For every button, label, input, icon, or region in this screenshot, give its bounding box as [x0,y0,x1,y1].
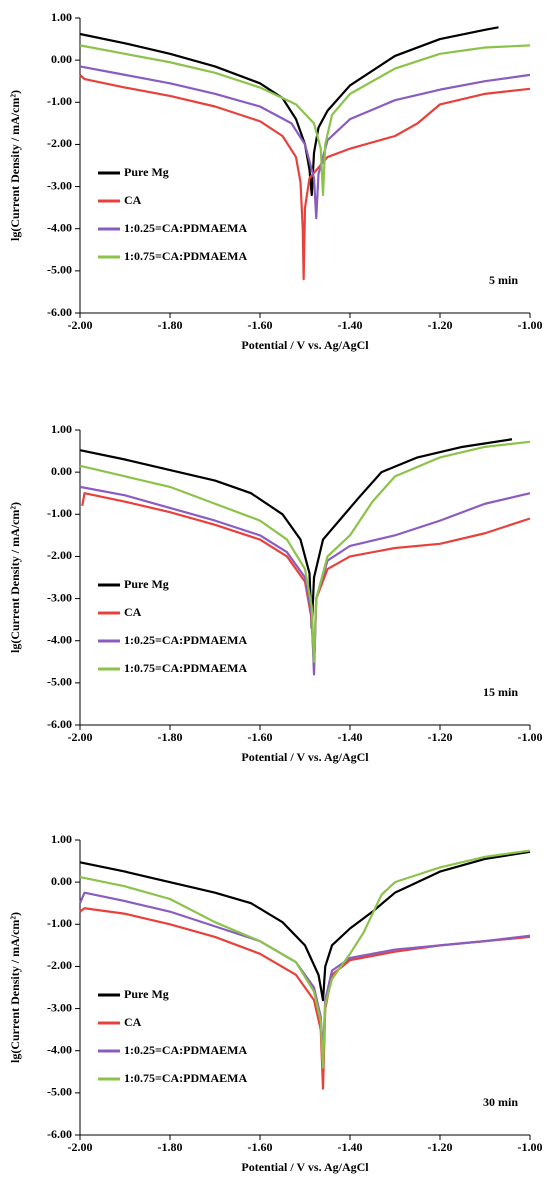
x-tick-label: -2.00 [68,318,93,332]
y-tick-label: 1.00 [51,832,72,846]
x-axis-label: Potential / V vs. Ag/AgCl [241,1160,369,1174]
legend-label: Pure Mg [124,165,169,179]
data-line [78,891,531,1057]
x-tick-label: -1.40 [338,730,363,744]
x-tick-label: -1.60 [248,1140,273,1154]
y-tick-label: -3.00 [47,178,72,192]
y-tick-label: -2.00 [47,958,72,972]
x-tick-label: -1.00 [518,730,543,744]
x-tick-label: -1.20 [428,318,453,332]
x-tick-label: -1.00 [518,318,543,332]
legend-label: 1:0.25=CA:PDMAEMA [124,221,247,235]
y-tick-label: -1.00 [47,94,72,108]
x-tick-label: -1.80 [158,318,183,332]
y-tick-label: -5.00 [47,675,72,689]
annotation: 5 min [489,273,518,287]
y-tick-label: -4.00 [47,220,72,234]
y-axis-label: lg(Current Density / mA/cm²) [8,90,22,241]
x-tick-label: -1.60 [248,730,273,744]
legend-label: 1:0.25=CA:PDMAEMA [124,633,247,647]
x-tick-label: -1.00 [518,1140,543,1154]
y-tick-label: -5.00 [47,1085,72,1099]
y-tick-label: -4.00 [47,1042,72,1056]
legend-label: 1:0.75=CA:PDMAEMA [124,661,247,675]
y-tick-label: -1.00 [47,506,72,520]
data-line [79,44,531,197]
y-tick-label: 0.00 [51,874,72,888]
y-tick-label: -6.00 [47,1127,72,1141]
data-line [79,440,531,663]
x-tick-label: -1.20 [428,730,453,744]
y-tick-label: -6.00 [47,305,72,319]
y-tick-label: 0.00 [51,464,72,478]
y-tick-label: 1.00 [51,10,72,24]
x-axis-label: Potential / V vs. Ag/AgCl [241,750,369,764]
annotation: 30 min [483,1095,518,1109]
legend-label: CA [124,1015,142,1029]
data-line [79,26,499,197]
legend-label: 1:0.75=CA:PDMAEMA [124,1071,247,1085]
x-tick-label: -2.00 [68,1140,93,1154]
y-tick-label: -4.00 [47,632,72,646]
y-tick-label: -2.00 [47,136,72,150]
y-tick-label: 0.00 [51,52,72,66]
y-tick-label: -6.00 [47,717,72,731]
y-tick-label: -1.00 [47,916,72,930]
legend-label: 1:0.25=CA:PDMAEMA [124,1043,247,1057]
y-tick-label: -3.00 [47,590,72,604]
x-tick-label: -1.40 [338,1140,363,1154]
annotation: 15 min [483,685,518,699]
x-tick-label: -1.60 [248,318,273,332]
data-line [79,850,531,1002]
data-line [79,438,513,630]
y-axis-label: lg(Current Density / mA/cm²) [8,912,22,1063]
legend-label: 1:0.75=CA:PDMAEMA [124,249,247,263]
legend-label: Pure Mg [124,987,169,1001]
legend-label: Pure Mg [124,577,169,591]
x-axis-label: Potential / V vs. Ag/AgCl [241,338,369,352]
y-tick-label: -2.00 [47,548,72,562]
x-tick-label: -1.80 [158,730,183,744]
data-line [79,65,531,220]
x-tick-label: -1.20 [428,1140,453,1154]
x-tick-label: -2.00 [68,730,93,744]
legend-label: CA [124,605,142,619]
y-tick-label: 1.00 [51,422,72,436]
data-line [79,74,531,281]
y-tick-label: -3.00 [47,1000,72,1014]
y-tick-label: -5.00 [47,263,72,277]
legend-label: CA [124,193,142,207]
x-tick-label: -1.40 [338,318,363,332]
data-line [79,849,531,1069]
y-axis-label: lg(Current Density / mA/cm²) [8,502,22,653]
x-tick-label: -1.80 [158,1140,183,1154]
